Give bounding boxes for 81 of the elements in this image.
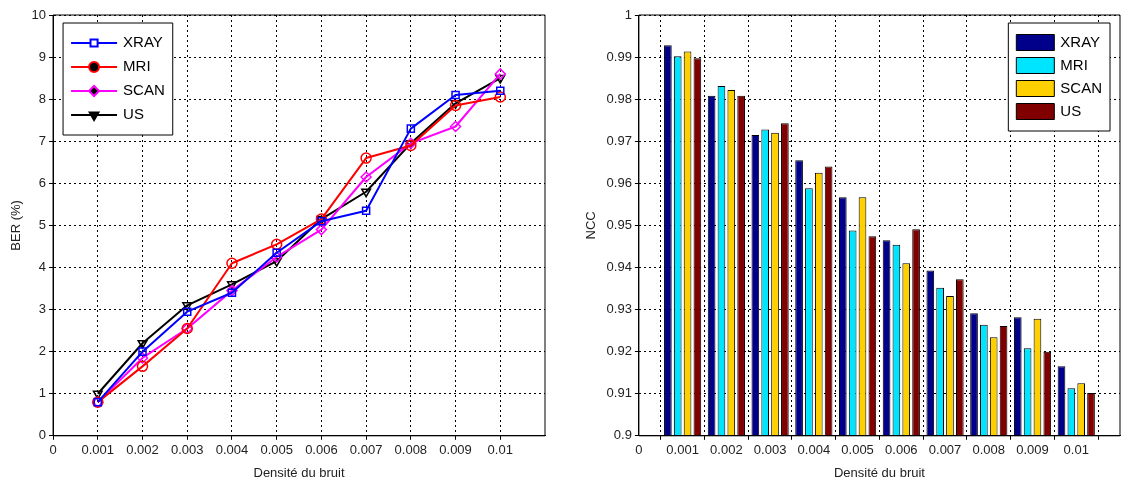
- y-tick-label: 6: [38, 174, 47, 190]
- point: [136, 360, 149, 373]
- y-tick-label: 2: [38, 343, 47, 359]
- point: [271, 257, 282, 267]
- x-tick-label: 0.009: [1016, 442, 1049, 458]
- x-axis-title: Densité du bruit: [253, 464, 345, 480]
- y-tick-label: 10: [31, 6, 47, 22]
- x-tick-label: 0.007: [928, 442, 962, 458]
- y-axis-title: BER (%): [8, 200, 24, 251]
- point: [360, 171, 372, 183]
- x-tick-label: 0.003: [753, 442, 787, 458]
- x-tick-label: 0.005: [841, 442, 874, 458]
- y-tick-label: 3: [38, 301, 47, 317]
- legend-label: XRAY: [123, 33, 163, 51]
- point: [495, 74, 506, 84]
- point: [494, 91, 507, 103]
- point: [361, 188, 372, 198]
- x-tick-label: 0.007: [349, 442, 383, 458]
- point: [270, 251, 283, 263]
- legend-label: MRI: [1060, 55, 1088, 73]
- x-tick-label: 0.002: [126, 442, 159, 458]
- legend-label: MRI: [123, 57, 151, 75]
- y-tick-label: 0.91: [606, 385, 632, 401]
- y-tick-label: 1: [624, 6, 632, 22]
- legend-label: XRAY: [1060, 32, 1101, 50]
- x-tick-label: 0.001: [666, 442, 699, 458]
- y-tick-label: 8: [38, 90, 47, 106]
- y-tick-label: 4: [38, 259, 47, 275]
- x-tick-label: 0.009: [439, 442, 472, 458]
- point: [226, 284, 238, 297]
- x-tick-label: 0.002: [710, 442, 743, 458]
- point: [92, 390, 103, 400]
- y-tick-label: 0.94: [606, 259, 632, 275]
- y-tick-label: 1: [38, 385, 47, 401]
- point: [272, 248, 281, 258]
- y-tick-label: 0.93: [606, 301, 632, 317]
- point: [182, 307, 192, 316]
- x-tick-label: 0.001: [81, 442, 115, 458]
- legend-label: SCAN: [123, 81, 165, 99]
- point: [406, 124, 416, 133]
- y-axis-title: NCC: [583, 211, 599, 240]
- y-tick-label: 0.95: [606, 216, 632, 232]
- legend-label: US: [123, 105, 144, 123]
- y-tick-label: 0.92: [606, 343, 632, 359]
- x-tick-label: 0.004: [797, 442, 831, 458]
- point: [226, 257, 238, 270]
- y-tick-label: 5: [38, 216, 47, 232]
- y-tick-label: 9: [38, 48, 47, 64]
- x-tick-label: 0.005: [260, 442, 293, 458]
- point: [494, 68, 507, 80]
- point: [227, 288, 237, 298]
- y-tick-label: 0.98: [606, 90, 632, 106]
- x-tick-label: 0: [635, 442, 643, 458]
- y-tick-label: 0: [38, 427, 47, 443]
- y-tick-label: 0.97: [606, 132, 632, 148]
- point: [137, 339, 148, 349]
- legend-label: US: [1060, 101, 1082, 119]
- point: [136, 352, 149, 364]
- point: [449, 120, 462, 133]
- x-axis-title: Densité du bruit: [833, 464, 926, 480]
- y-tick-label: 0.96: [606, 174, 632, 190]
- point: [495, 86, 505, 96]
- point: [138, 347, 147, 356]
- y-tick-label: 7: [38, 132, 47, 148]
- x-tick-label: 0.008: [394, 442, 428, 458]
- x-tick-label: 0.004: [215, 442, 249, 458]
- point: [315, 223, 328, 236]
- point: [361, 206, 371, 215]
- x-tick-label: 0: [49, 442, 57, 458]
- x-tick-label: 0.008: [972, 442, 1006, 458]
- x-tick-label: 0.01: [487, 442, 513, 458]
- point: [182, 302, 193, 312]
- x-tick-label: 0.003: [170, 442, 204, 458]
- x-tick-label: 0.006: [885, 442, 918, 458]
- point: [360, 152, 372, 164]
- x-tick-label: 0.01: [1063, 442, 1089, 458]
- x-tick-label: 0.006: [305, 442, 338, 458]
- legend-label: SCAN: [1060, 78, 1103, 96]
- y-tick-label: 0.99: [606, 48, 632, 64]
- y-tick-label: 0.9: [613, 427, 632, 443]
- point: [451, 90, 460, 100]
